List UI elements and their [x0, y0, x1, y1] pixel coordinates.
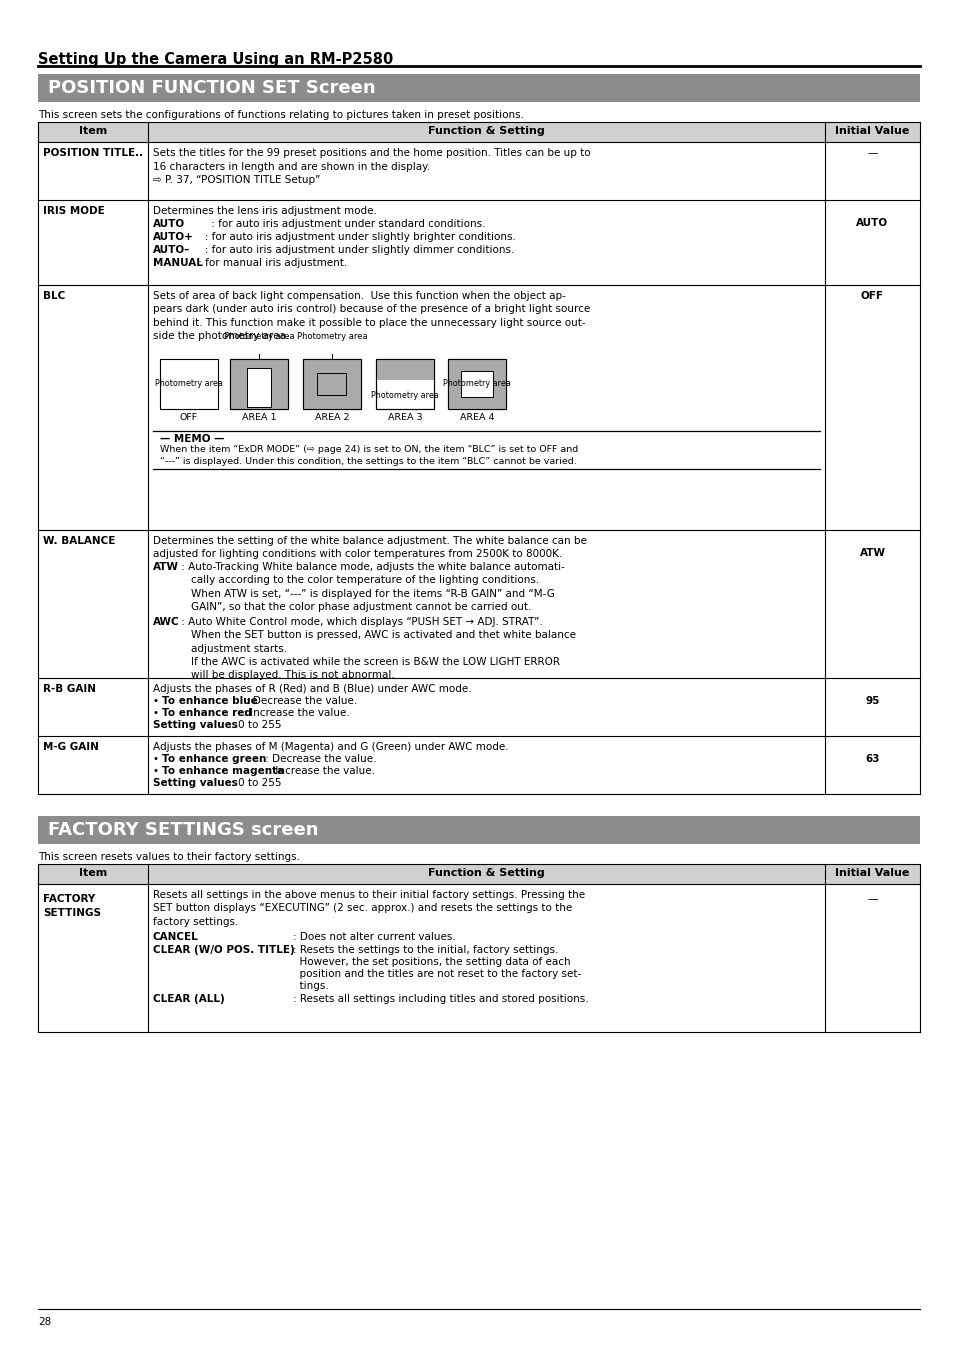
Text: •: •	[152, 766, 162, 775]
Text: : Resets the settings to the initial, factory settings.: : Resets the settings to the initial, fa…	[293, 944, 558, 955]
Text: AUTO: AUTO	[152, 219, 185, 230]
Bar	[230, 359, 288, 409]
Text: Photometry area: Photometry area	[155, 380, 223, 389]
Bar	[375, 359, 434, 380]
Text: : 0 to 255: : 0 to 255	[228, 778, 281, 788]
Bar	[375, 359, 434, 409]
Text: W. BALANCE: W. BALANCE	[43, 536, 115, 546]
Text: POSITION TITLE..: POSITION TITLE..	[43, 149, 143, 158]
Text: AUTO–: AUTO–	[152, 245, 190, 255]
Text: Initial Value: Initial Value	[835, 867, 909, 878]
Bar	[38, 865, 919, 884]
Text: However, the set positions, the setting data of each: However, the set positions, the setting …	[293, 957, 570, 967]
Text: tings.: tings.	[293, 981, 329, 992]
Text: To enhance magenta: To enhance magenta	[162, 766, 284, 775]
Text: AREA 2: AREA 2	[314, 413, 349, 422]
Text: : Auto-Tracking White balance mode, adjusts the white balance automati-
    call: : Auto-Tracking White balance mode, adju…	[178, 562, 564, 612]
Bar	[448, 359, 505, 409]
Text: CLEAR (ALL): CLEAR (ALL)	[152, 994, 225, 1004]
Bar	[375, 359, 434, 409]
Text: Item: Item	[79, 126, 107, 136]
Text: Sets of area of back light compensation.  Use this function when the object ap-
: Sets of area of back light compensation.…	[152, 290, 590, 340]
Text: AUTO: AUTO	[856, 218, 887, 228]
Text: — MEMO —: — MEMO —	[160, 434, 224, 444]
Text: 63: 63	[864, 754, 879, 765]
Text: : for manual iris adjustment.: : for manual iris adjustment.	[194, 258, 347, 267]
Text: This screen sets the configurations of functions relating to pictures taken in p: This screen sets the configurations of f…	[38, 109, 523, 120]
Bar	[38, 816, 919, 844]
Bar	[230, 359, 288, 409]
Text: R-B GAIN: R-B GAIN	[43, 684, 96, 694]
Text: To enhance green: To enhance green	[162, 754, 266, 765]
Text: : Decrease the value.: : Decrease the value.	[249, 754, 376, 765]
Text: Determines the lens iris adjustment mode.: Determines the lens iris adjustment mode…	[152, 205, 376, 216]
Bar	[303, 359, 360, 409]
Text: POSITION FUNCTION SET Screen: POSITION FUNCTION SET Screen	[48, 78, 375, 97]
Text: •: •	[152, 696, 162, 707]
Text: M-G GAIN: M-G GAIN	[43, 742, 99, 753]
Text: OFF: OFF	[180, 413, 198, 422]
Text: : Increase the value.: : Increase the value.	[262, 766, 375, 775]
Text: : Auto White Control mode, which displays “PUSH SET → ADJ. STRAT”.
    When the : : Auto White Control mode, which display…	[178, 617, 576, 681]
Text: Photometry area: Photometry area	[442, 380, 511, 389]
Text: MANUAL: MANUAL	[152, 258, 203, 267]
Text: FACTORY SETTINGS screen: FACTORY SETTINGS screen	[48, 821, 318, 839]
Text: : Increase the value.: : Increase the value.	[240, 708, 350, 717]
Bar	[317, 373, 346, 396]
Text: Adjusts the phases of M (Magenta) and G (Green) under AWC mode.: Adjusts the phases of M (Magenta) and G …	[152, 742, 508, 753]
Text: IRIS MODE: IRIS MODE	[43, 205, 105, 216]
Bar	[38, 122, 919, 142]
Text: : for auto iris adjustment under standard conditions.: : for auto iris adjustment under standar…	[194, 219, 485, 230]
Text: 28: 28	[38, 1317, 51, 1327]
Text: ATW: ATW	[859, 549, 884, 558]
Text: Initial Value: Initial Value	[835, 126, 909, 136]
Text: To enhance red: To enhance red	[162, 708, 252, 717]
Bar	[460, 372, 493, 397]
Text: Resets all settings in the above menus to their initial factory settings. Pressi: Resets all settings in the above menus t…	[152, 890, 584, 927]
Text: This screen resets values to their factory settings.: This screen resets values to their facto…	[38, 852, 299, 862]
Text: 95: 95	[864, 696, 879, 707]
Bar	[303, 359, 360, 409]
Text: AREA 4: AREA 4	[459, 413, 494, 422]
Text: : 0 to 255: : 0 to 255	[228, 720, 281, 730]
Text: : Resets all settings including titles and stored positions.: : Resets all settings including titles a…	[293, 994, 588, 1004]
Text: —: —	[866, 894, 877, 904]
Text: •: •	[152, 754, 162, 765]
Text: AREA 1: AREA 1	[241, 413, 276, 422]
Text: —: —	[866, 149, 877, 158]
Bar	[38, 74, 919, 101]
Text: Photometry area: Photometry area	[371, 390, 438, 400]
Text: •: •	[152, 708, 162, 717]
Text: Item: Item	[79, 867, 107, 878]
Text: CANCEL: CANCEL	[152, 932, 198, 942]
Text: OFF: OFF	[861, 290, 883, 301]
Text: To enhance blue: To enhance blue	[162, 696, 257, 707]
Text: Setting values: Setting values	[152, 778, 237, 788]
Text: Photometry area: Photometry area	[296, 332, 367, 340]
Text: Determines the setting of the white balance adjustment. The white balance can be: Determines the setting of the white bala…	[152, 536, 586, 559]
Text: : for auto iris adjustment under slightly dimmer conditions.: : for auto iris adjustment under slightl…	[194, 245, 514, 255]
Text: FACTORY
SETTINGS: FACTORY SETTINGS	[43, 894, 101, 917]
Text: CLEAR (W/O POS. TITLE): CLEAR (W/O POS. TITLE)	[152, 944, 294, 955]
Text: : for auto iris adjustment under slightly brighter conditions.: : for auto iris adjustment under slightl…	[194, 232, 516, 242]
Text: Adjusts the phases of R (Red) and B (Blue) under AWC mode.: Adjusts the phases of R (Red) and B (Blu…	[152, 684, 471, 694]
Text: position and the titles are not reset to the factory set-: position and the titles are not reset to…	[293, 969, 580, 979]
Text: Setting Up the Camera Using an RM-P2580: Setting Up the Camera Using an RM-P2580	[38, 51, 393, 68]
Text: BLC: BLC	[43, 290, 65, 301]
Bar	[247, 367, 271, 407]
Bar	[160, 359, 218, 409]
Text: AREA 3: AREA 3	[387, 413, 422, 422]
Text: When the item “ExDR MODE” (⇨ page 24) is set to ON, the item “BLC” is set to OFF: When the item “ExDR MODE” (⇨ page 24) is…	[160, 444, 578, 466]
Text: AWC: AWC	[152, 617, 179, 627]
Text: Photometry area: Photometry area	[223, 332, 294, 340]
Text: Function & Setting: Function & Setting	[428, 867, 544, 878]
Bar	[448, 359, 505, 409]
Text: ATW: ATW	[152, 562, 179, 571]
Text: AUTO+: AUTO+	[152, 232, 193, 242]
Text: : Does not alter current values.: : Does not alter current values.	[293, 932, 456, 942]
Text: Function & Setting: Function & Setting	[428, 126, 544, 136]
Text: Setting values: Setting values	[152, 720, 237, 730]
Text: : Decrease the value.: : Decrease the value.	[246, 696, 356, 707]
Text: Sets the titles for the 99 preset positions and the home position. Titles can be: Sets the titles for the 99 preset positi…	[152, 149, 590, 185]
